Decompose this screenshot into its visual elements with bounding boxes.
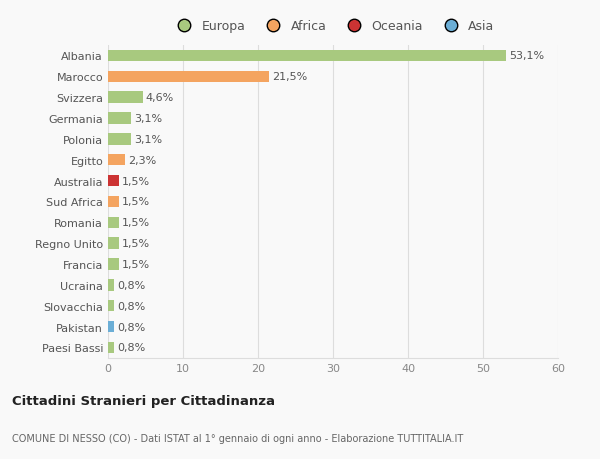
Bar <box>108 280 114 291</box>
Text: 1,5%: 1,5% <box>122 239 151 249</box>
Text: 2,3%: 2,3% <box>128 155 157 165</box>
Bar <box>108 50 506 62</box>
Legend: Europa, Africa, Oceania, Asia: Europa, Africa, Oceania, Asia <box>172 21 494 34</box>
Text: 4,6%: 4,6% <box>146 93 174 103</box>
Bar <box>108 238 119 249</box>
Text: 0,8%: 0,8% <box>117 322 145 332</box>
Text: Cittadini Stranieri per Cittadinanza: Cittadini Stranieri per Cittadinanza <box>12 394 275 407</box>
Bar <box>108 217 119 229</box>
Bar <box>108 259 119 270</box>
Text: 1,5%: 1,5% <box>122 259 151 269</box>
Text: 0,8%: 0,8% <box>117 280 145 290</box>
Text: 21,5%: 21,5% <box>272 72 308 82</box>
Text: 3,1%: 3,1% <box>134 114 163 124</box>
Bar <box>108 196 119 207</box>
Bar <box>108 342 114 353</box>
Text: COMUNE DI NESSO (CO) - Dati ISTAT al 1° gennaio di ogni anno - Elaborazione TUTT: COMUNE DI NESSO (CO) - Dati ISTAT al 1° … <box>12 433 463 442</box>
Text: 0,8%: 0,8% <box>117 342 145 353</box>
Text: 1,5%: 1,5% <box>122 197 151 207</box>
Bar <box>108 92 143 104</box>
Text: 53,1%: 53,1% <box>509 51 544 62</box>
Text: 0,8%: 0,8% <box>117 301 145 311</box>
Bar <box>108 113 131 124</box>
Bar <box>108 155 125 166</box>
Text: 1,5%: 1,5% <box>122 218 151 228</box>
Bar <box>108 175 119 187</box>
Bar <box>108 72 269 83</box>
Bar <box>108 300 114 312</box>
Text: 1,5%: 1,5% <box>122 176 151 186</box>
Bar <box>108 321 114 332</box>
Bar <box>108 134 131 145</box>
Text: 3,1%: 3,1% <box>134 134 163 145</box>
